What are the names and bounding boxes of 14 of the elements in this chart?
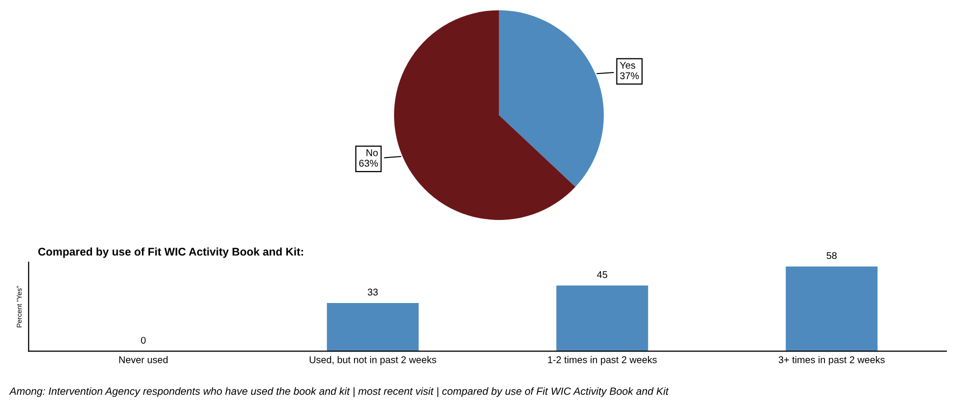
chart-title: Compared by use of Fit WIC Activity Book and Kit:	[38, 247, 303, 258]
slice-label: Yes	[620, 62, 636, 69]
data-label: 33	[368, 288, 378, 296]
text: Among: Intervention Agency respondents who have used the book and kit | most recent visit | compared by use of Fit WIC Activity Book and Kit	[9, 387, 669, 398]
data-label: 37%	[620, 72, 639, 80]
x-tick-label: 3+ times in past 2 weeks	[778, 356, 885, 366]
x-tick-label: Used, but not in past 2 weeks	[310, 356, 436, 366]
data-label: 45	[597, 271, 608, 278]
slice-label: No	[366, 149, 378, 156]
data-label: 63%	[359, 160, 378, 167]
data-label: 0	[141, 336, 146, 344]
data-label: 58	[826, 252, 837, 260]
x-tick-label: Never used	[119, 356, 168, 364]
x-tick-label: 1-2 times in past 2 weeks	[548, 356, 657, 366]
